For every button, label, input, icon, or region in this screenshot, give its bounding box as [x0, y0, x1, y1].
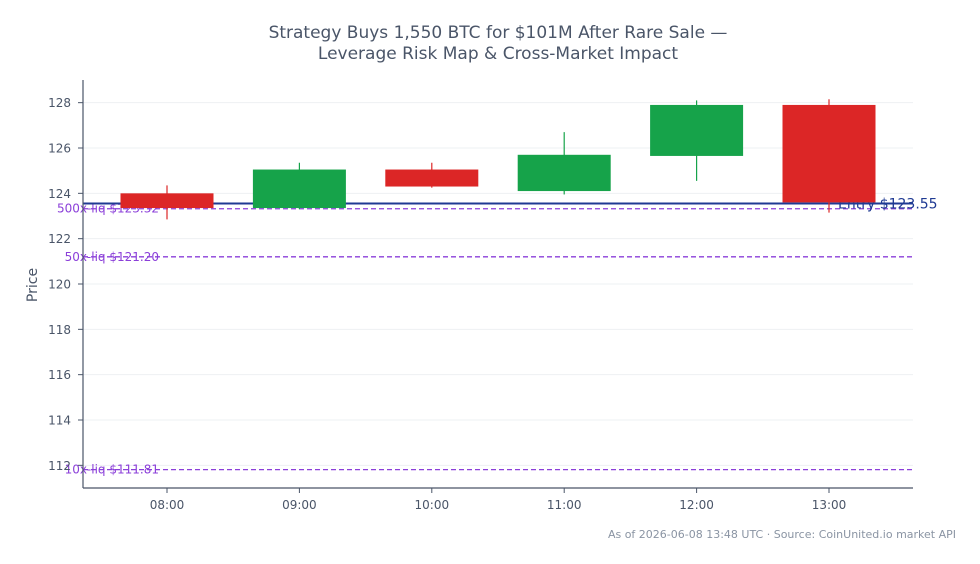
y-tick-label: 112: [48, 459, 71, 473]
candle-body: [120, 193, 214, 209]
y-axis-label: Price: [25, 268, 41, 302]
candle: [782, 99, 876, 213]
y-tick-label: 118: [48, 323, 71, 337]
candle: [517, 132, 611, 195]
liquidation-label: 50x-liq $121.20: [65, 250, 159, 264]
axes: 112 114 116 118 120 122 124 126 128 08:00 09:00 10:…: [48, 80, 913, 512]
liquidation-label: 10x-liq $111.81: [65, 463, 159, 477]
candle-body: [252, 169, 346, 209]
candle-body: [650, 104, 744, 156]
candle-body: [782, 104, 876, 203]
y-tick-label: 120: [48, 278, 71, 292]
candle: [385, 162, 479, 188]
chart-title-line-2: Leverage Risk Map & Cross-Market Impact: [318, 44, 678, 64]
grid: [83, 102, 913, 466]
x-tick-label: 09:00: [282, 498, 317, 512]
y-tick-label: 122: [48, 232, 71, 246]
candle: [120, 185, 214, 220]
y-tick-label: 114: [48, 414, 71, 428]
candle: [252, 162, 346, 210]
y-tick-label: 128: [48, 96, 71, 110]
candle-body: [517, 154, 611, 192]
x-tick-label: 11:00: [547, 498, 582, 512]
candle: [650, 100, 744, 181]
x-tick-label: 08:00: [150, 498, 185, 512]
x-tick-label: 12:00: [679, 498, 714, 512]
footer-source: As of 2026-06-08 13:48 UTC · Source: Coi…: [608, 528, 956, 541]
chart-title-line-1: Strategy Buys 1,550 BTC for $101M After …: [269, 23, 728, 43]
x-tick-label: 10:00: [415, 498, 450, 512]
candle-body: [385, 169, 479, 187]
y-tick-label: 126: [48, 142, 71, 156]
y-tick-label: 116: [48, 368, 71, 382]
candles: [120, 99, 876, 220]
x-tick-label: 13:00: [812, 498, 847, 512]
y-tick-label: 124: [48, 187, 71, 201]
